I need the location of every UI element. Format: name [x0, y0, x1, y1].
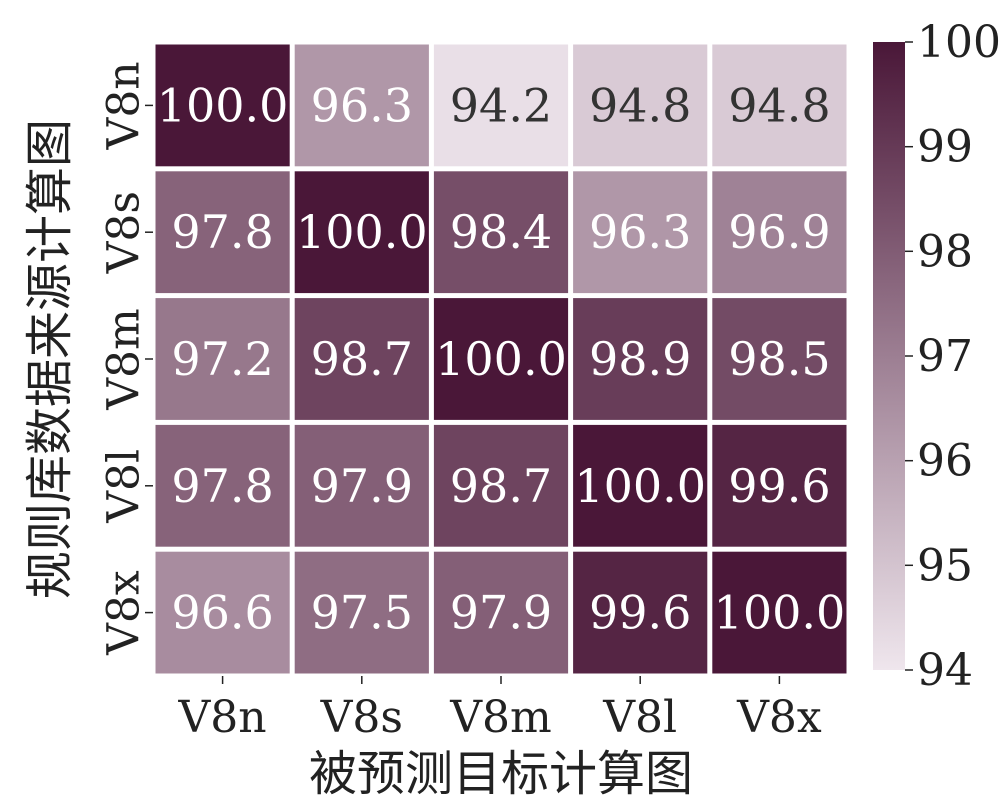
- heatmap-cell-V8s-V8m: [433, 171, 569, 294]
- cell-value-label: 97.8: [171, 459, 273, 513]
- cell-value-label: 96.6: [171, 586, 273, 640]
- heatmap-cell-V8l-V8m: [433, 424, 569, 547]
- cell-value-label: 100.0: [157, 78, 289, 132]
- cell-value-label: 99.6: [589, 586, 691, 640]
- colorbar-tick-label: 100: [917, 17, 1000, 68]
- cell-value-label: 96.3: [589, 205, 691, 259]
- x-tick-label: V8x: [736, 692, 822, 743]
- cell-value-label: 94.8: [728, 78, 830, 132]
- y-axis-ticks: V8n V8s V8m V8l V8x: [99, 61, 153, 656]
- heatmap-cell-V8n-V8x: [712, 44, 847, 167]
- y-tick-label: V8s: [99, 191, 150, 274]
- y-axis-title: 规则库数据来源计算图: [22, 119, 78, 599]
- y-tick-label: V8l: [99, 449, 150, 524]
- y-tick-label: V8n: [99, 61, 150, 150]
- cell-value-label: 96.3: [311, 78, 413, 132]
- cell-value-label: 97.2: [171, 332, 273, 386]
- heatmap-cell-V8n-V8m: [433, 44, 569, 167]
- colorbar-tick-label: 96: [917, 436, 973, 487]
- heatmap-cell-V8l-V8s: [294, 424, 429, 547]
- heatmap-cell-V8x-V8n: [155, 551, 290, 674]
- heatmap-cell-V8s-V8x: [712, 171, 847, 294]
- heatmap-cell-V8m-V8m: [433, 298, 569, 420]
- cell-value-label: 100.0: [296, 205, 428, 259]
- heatmap-cell-V8l-V8l: [573, 424, 708, 547]
- cell-value-label: 94.8: [589, 78, 691, 132]
- x-axis-title: 被预测目标计算图: [309, 746, 693, 800]
- x-tick-label: V8l: [602, 692, 677, 743]
- colorbar-ticks: 94 95 96 97 98 99 100: [905, 17, 1000, 696]
- heatmap-cell-labels: 100.0 96.3 94.2 94.8 94.8 97.8 100.0 98.4 96.3 96…: [157, 78, 846, 639]
- cell-value-label: 100.0: [714, 586, 846, 640]
- heatmap-cell-V8x-V8x: [712, 551, 847, 674]
- heatmap-cell-V8n-V8s: [294, 44, 429, 167]
- cell-value-label: 97.8: [171, 205, 273, 259]
- colorbar-tick-label: 94: [917, 645, 973, 696]
- heatmap-cell-V8x-V8m: [433, 551, 569, 674]
- heatmap-cell-V8m-V8n: [155, 298, 290, 420]
- cell-value-label: 100.0: [574, 459, 706, 513]
- cell-value-label: 98.7: [450, 459, 552, 513]
- cell-value-label: 98.9: [589, 332, 691, 386]
- colorbar-tick-label: 95: [917, 540, 973, 591]
- x-tick-label: V8s: [320, 692, 403, 743]
- heatmap-cell-V8n-V8l: [573, 44, 708, 167]
- heatmap-cells: [155, 44, 847, 674]
- heatmap-cell-V8l-V8x: [712, 424, 847, 547]
- heatmap-cell-V8x-V8l: [573, 551, 708, 674]
- y-tick-label: V8m: [99, 308, 150, 411]
- colorbar-tick-label: 97: [917, 331, 973, 382]
- heatmap-cell-V8s-V8l: [573, 171, 708, 294]
- heatmap-cell-V8s-V8s: [294, 171, 429, 294]
- y-tick-label: V8x: [99, 570, 150, 656]
- x-tick-label: V8n: [178, 692, 267, 743]
- cell-value-label: 98.5: [728, 332, 830, 386]
- cell-value-label: 98.4: [450, 205, 552, 259]
- x-tick-label: V8m: [449, 692, 552, 743]
- heatmap-cell-V8m-V8l: [573, 298, 708, 420]
- cell-value-label: 97.5: [311, 586, 413, 640]
- cell-value-label: 97.9: [311, 459, 413, 513]
- cell-value-label: 99.6: [728, 459, 830, 513]
- x-axis-ticks: V8n V8s V8m V8l V8x: [178, 676, 822, 743]
- cell-value-label: 96.9: [728, 205, 830, 259]
- heatmap-cell-V8m-V8x: [712, 298, 847, 420]
- heatmap-cell-V8m-V8s: [294, 298, 429, 420]
- heatmap-cell-V8n-V8n: [155, 44, 290, 167]
- heatmap-cell-V8x-V8s: [294, 551, 429, 674]
- colorbar-tick-label: 99: [917, 122, 973, 173]
- cell-value-label: 100.0: [435, 332, 567, 386]
- heatmap-cell-V8l-V8n: [155, 424, 290, 547]
- colorbar: [873, 42, 905, 670]
- cell-value-label: 97.9: [450, 586, 552, 640]
- colorbar-tick-label: 98: [917, 226, 973, 277]
- cell-value-label: 98.7: [311, 332, 413, 386]
- cell-value-label: 94.2: [450, 78, 552, 132]
- heatmap-cell-V8s-V8n: [155, 171, 290, 294]
